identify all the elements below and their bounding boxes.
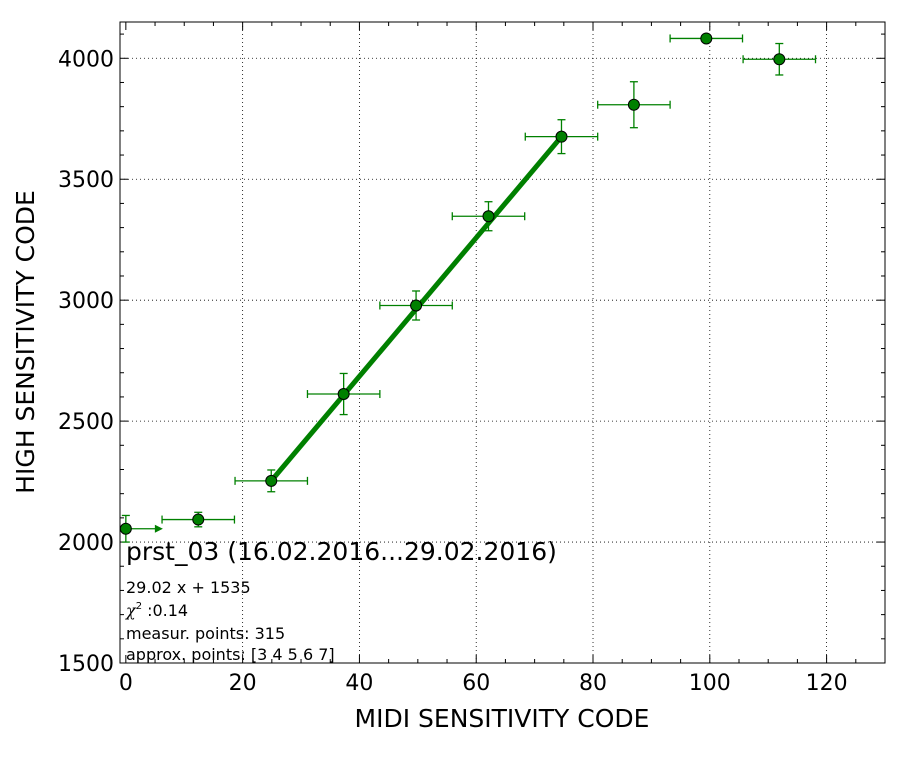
x-tick-labels: 0 20 40 60 80 100 120 (119, 671, 848, 696)
annotation-measur-points: measur. points: 315 (126, 624, 285, 643)
data-point (773, 53, 786, 66)
chi-exponent: 2 (136, 601, 142, 612)
y-tick-label: 2000 (58, 531, 114, 556)
x-tick-label: 80 (579, 671, 607, 696)
data-point (337, 388, 350, 401)
chi-value: :0.14 (147, 601, 188, 620)
data-point (700, 32, 713, 45)
y-tick-label: 2500 (58, 410, 114, 435)
data-point (627, 98, 640, 111)
x-tick-label: 20 (229, 671, 257, 696)
data-point (119, 522, 132, 535)
annotation-approx-points: approx. points: [3 4 5 6 7] (126, 645, 335, 664)
x-tick-label: 100 (689, 671, 731, 696)
x-tick-label: 40 (345, 671, 373, 696)
annotation-chi: χ2 :0.14 (125, 601, 188, 620)
annotation-equation: 29.02 x + 1535 (126, 578, 251, 597)
y-tick-label: 4000 (58, 47, 114, 72)
y-axis-label: HIGH SENSITIVITY CODE (11, 190, 40, 494)
plot-frame (119, 21, 886, 664)
data-point (410, 299, 423, 312)
data-points (119, 32, 786, 535)
y-tick-labels: 1500 2000 2500 3000 3500 4000 (58, 47, 114, 677)
y-tick-label: 1500 (58, 652, 114, 677)
y-tick-label: 3500 (58, 168, 114, 193)
data-point (192, 513, 205, 526)
chi-symbol: χ (125, 601, 137, 620)
grid (120, 22, 885, 663)
data-point (555, 130, 568, 143)
x-tick-label: 0 (119, 671, 133, 696)
minor-ticks (120, 22, 885, 663)
x-axis-label: MIDI SENSITIVITY CODE (355, 704, 650, 733)
annotation-title: prst_03 (16.02.2016...29.02.2016) (126, 537, 557, 566)
data-point (265, 474, 278, 487)
data-point (482, 210, 495, 223)
x-tick-label: 120 (806, 671, 848, 696)
x-error-arrow (154, 524, 163, 533)
x-tick-label: 60 (462, 671, 490, 696)
y-tick-label: 3000 (58, 289, 114, 314)
